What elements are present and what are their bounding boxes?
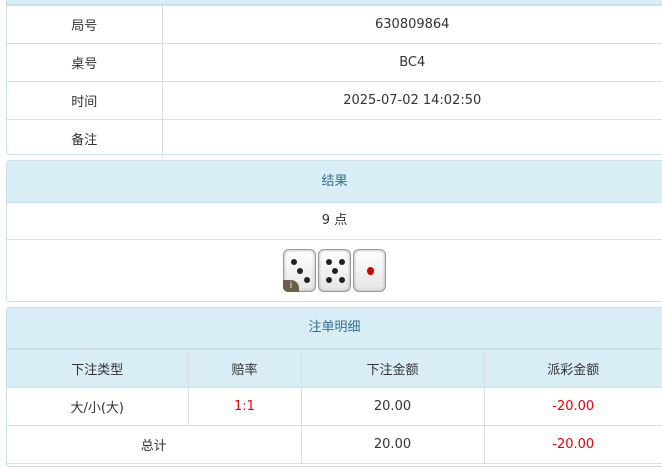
table-header-row: 下注类型 赔率 下注金额 派彩金额: [7, 349, 662, 388]
value-remark: [161, 119, 662, 158]
col-amount: 下注金额: [300, 349, 485, 388]
info-panel: 局号 630809864 桌号 BC4 时间 2025-07-02 14:02:50 …: [6, 0, 662, 158]
info-table: 局号 630809864 桌号 BC4 时间 2025-07-02 14:02:50 …: [7, 5, 662, 158]
bet-amount: 20.00: [300, 387, 485, 426]
total-payout: -20.00: [483, 425, 662, 464]
value-time: 2025-07-02 14:02:50: [161, 81, 662, 120]
bets-panel: 注单明细 下注类型 赔率 下注金额 派彩金额 大/小(大) 1:1 20.00 …: [6, 307, 662, 467]
label-time: 时间: [7, 81, 163, 120]
col-payout: 派彩金额: [483, 349, 662, 388]
table-row: 桌号 BC4: [7, 43, 662, 82]
info-panel-header: [7, 0, 662, 5]
result-points: 9 点: [7, 203, 662, 240]
col-bet-type: 下注类型: [7, 349, 189, 388]
label-table: 桌号: [7, 43, 163, 82]
die-1-icon: [353, 249, 386, 292]
value-round: 630809864: [161, 5, 662, 44]
value-table: BC4: [161, 43, 662, 82]
total-row: 总计 20.00 -20.00: [7, 425, 662, 464]
bets-table: 下注类型 赔率 下注金额 派彩金额 大/小(大) 1:1 20.00 -20.0…: [7, 349, 662, 464]
dice-row: i: [7, 240, 662, 296]
bet-odds: 1:1: [187, 387, 302, 426]
table-row: 局号 630809864: [7, 5, 662, 44]
total-label: 总计: [7, 425, 302, 464]
table-row: 备注: [7, 119, 662, 158]
label-round: 局号: [7, 5, 163, 44]
bet-payout: -20.00: [483, 387, 662, 426]
table-row: 大/小(大) 1:1 20.00 -20.00: [7, 387, 662, 426]
result-title: 结果: [7, 161, 662, 203]
bets-title: 注单明细: [7, 308, 662, 349]
label-remark: 备注: [7, 119, 163, 158]
die-5-icon: [318, 249, 351, 292]
table-row: 时间 2025-07-02 14:02:50: [7, 81, 662, 120]
total-amount: 20.00: [300, 425, 485, 464]
bet-type: 大/小(大): [7, 387, 189, 426]
col-odds: 赔率: [187, 349, 302, 388]
info-badge-icon[interactable]: i: [283, 280, 299, 292]
result-panel: 结果 9 点 i: [6, 160, 662, 302]
die-3-icon: i: [283, 249, 316, 292]
